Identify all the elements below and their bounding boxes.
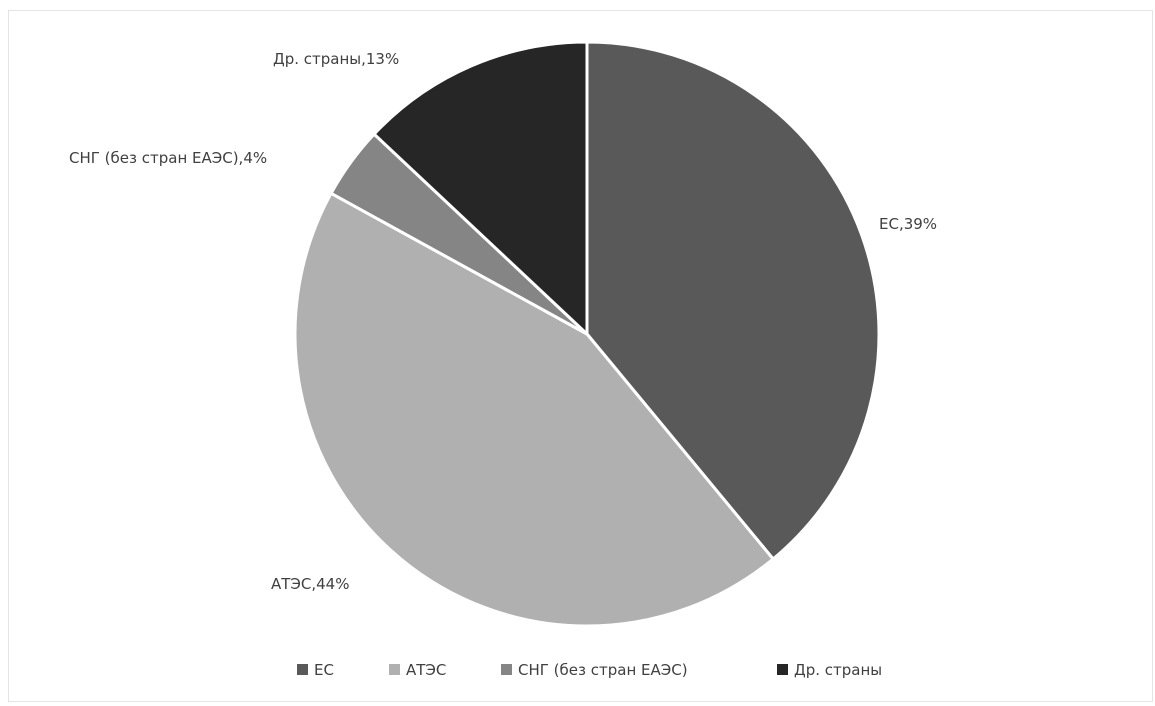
data-label-4: Др. страны,13% [273, 50, 399, 68]
pie-slices [293, 40, 881, 628]
legend-swatch-1 [297, 664, 308, 675]
legend-label-1: ЕС [314, 661, 334, 679]
data-labels: ЕС,39% АТЭС,44% СНГ (без стран ЕАЭС),4% Др.… [69, 50, 937, 593]
legend-swatch-2 [389, 664, 400, 675]
legend-label-4: Др. страны [794, 661, 882, 679]
legend-label-2: АТЭС [406, 661, 446, 679]
pie-slice-2 [293, 191, 775, 628]
legend-item-4: Др. страны [777, 661, 882, 679]
legend-label-3: СНГ (без стран ЕАЭС) [518, 661, 688, 679]
data-label-3: СНГ (без стран ЕАЭС),4% [69, 149, 267, 167]
data-label-2: АТЭС,44% [271, 575, 349, 593]
legend-swatch-4 [777, 664, 788, 675]
pie-slice-4 [372, 40, 589, 336]
legend-item-3: СНГ (без стран ЕАЭС) [501, 661, 688, 679]
pie-slice-1 [585, 40, 881, 561]
chart-area: ЕС,39% АТЭС,44% СНГ (без стран ЕАЭС),4% Др.… [8, 10, 1153, 702]
legend-item-2: АТЭС [389, 661, 446, 679]
data-label-1: ЕС,39% [879, 215, 937, 233]
legend-item-1: ЕС [297, 661, 334, 679]
legend: ЕС АТЭС СНГ (без стран ЕАЭС) Др. страны [297, 661, 882, 679]
pie-chart: ЕС,39% АТЭС,44% СНГ (без стран ЕАЭС),4% Др.… [69, 40, 937, 679]
legend-swatch-3 [501, 664, 512, 675]
